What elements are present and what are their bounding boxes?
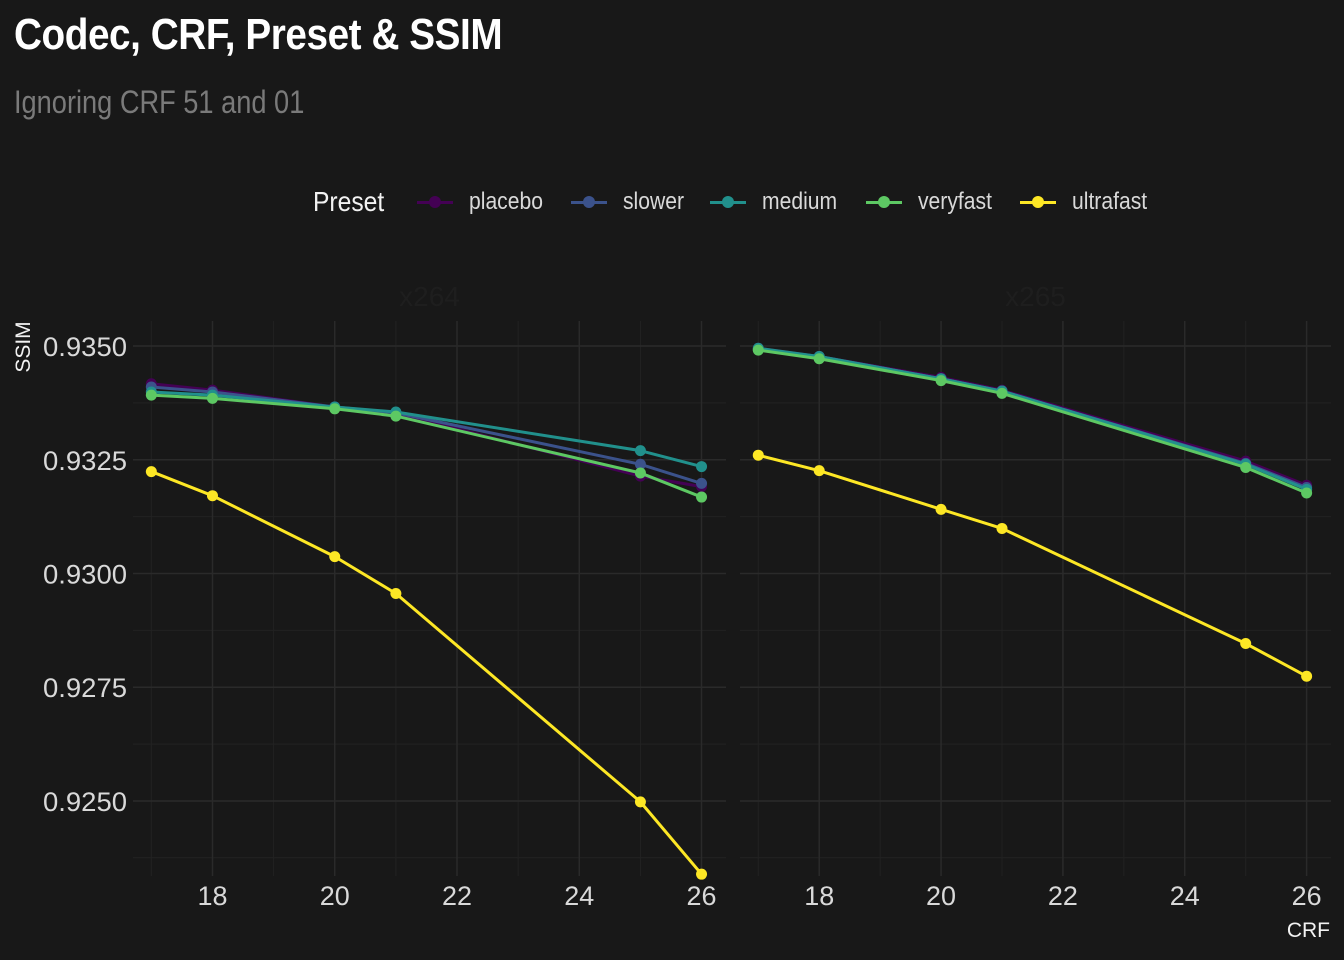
legend-item-placebo: placebo [415, 188, 553, 216]
legend-item-slower: slower [569, 188, 692, 216]
data-point [1301, 487, 1313, 499]
x-tick-label: 18 [197, 881, 227, 911]
x-tick-label: 18 [804, 881, 834, 911]
data-point [634, 796, 646, 808]
data-point [634, 467, 646, 479]
y-tick-label: 0.9300 [43, 559, 127, 589]
y-tick-label: 0.9250 [43, 787, 127, 817]
series-x265-ultrafast [752, 449, 1313, 682]
y-axis-title: SSIM [12, 321, 35, 372]
data-point [696, 461, 708, 473]
data-point [390, 410, 402, 422]
series-x265-medium [752, 342, 1313, 495]
x-tick-label: 20 [320, 881, 350, 911]
x-tick-label: 20 [926, 881, 956, 911]
legend-key-placebo [415, 192, 455, 212]
series-x264-ultrafast [145, 466, 708, 880]
facet-strip-label: x264 [399, 281, 460, 312]
legend-key-slower [569, 192, 609, 212]
series-line [758, 348, 1308, 495]
data-point [329, 551, 341, 563]
data-point [145, 466, 157, 478]
series-line [151, 393, 703, 499]
data-point [1301, 670, 1313, 682]
series-line [758, 346, 1308, 491]
data-point [935, 375, 947, 387]
series-line [758, 347, 1308, 489]
x-tick-label: 22 [1048, 881, 1078, 911]
panel-x264: 18 20 22 24 26 x264 [133, 281, 726, 911]
data-point [206, 392, 218, 404]
data-point [813, 353, 825, 365]
data-point [696, 491, 708, 503]
y-tick-label: 0.9350 [43, 332, 127, 362]
chart-subtitle: Ignoring CRF 51 and 01 [14, 84, 305, 120]
data-point [996, 387, 1008, 399]
legend: Preset placebo slower medium veryfast ul… [313, 182, 1173, 222]
legend-label: medium [762, 188, 838, 215]
legend-label: slower [623, 188, 685, 215]
data-point [634, 445, 646, 457]
data-point [996, 522, 1008, 534]
legend-label: placebo [469, 188, 543, 215]
x-tick-label: 22 [442, 881, 472, 911]
x-tick-label: 26 [687, 881, 717, 911]
data-point [145, 389, 157, 401]
x-tick-label: 24 [1170, 881, 1200, 911]
legend-label: veryfast [917, 188, 992, 215]
series-x265-slower [752, 343, 1313, 493]
data-point [634, 458, 646, 470]
legend-item-veryfast: veryfast [864, 188, 1002, 216]
legend-key-medium [708, 192, 748, 212]
y-tick-label: 0.9325 [43, 446, 127, 476]
data-point [752, 344, 764, 356]
data-point [813, 465, 825, 477]
x-tick-label: 26 [1292, 881, 1322, 911]
legend-item-medium: medium [708, 188, 847, 216]
data-layer [145, 342, 1313, 880]
legend-title: Preset [313, 186, 385, 217]
data-point [935, 503, 947, 515]
data-point [696, 477, 708, 489]
x-tick-label: 24 [564, 881, 594, 911]
legend-key-ultrafast [1018, 192, 1058, 212]
data-point [752, 449, 764, 461]
facet-strip-label: x265 [1005, 281, 1066, 312]
y-tick-label: 0.9275 [43, 673, 127, 703]
series-x265-placebo [752, 342, 1313, 491]
data-point [1240, 461, 1252, 473]
panel-x265: 18 20 22 24 26 x265 [740, 281, 1331, 911]
data-point [696, 868, 708, 880]
x-axis-title: CRF [1287, 919, 1330, 942]
series-line [758, 346, 1308, 487]
series-line [757, 453, 1308, 678]
legend-label: ultrafast [1071, 188, 1147, 215]
data-point [390, 587, 402, 599]
data-point [1240, 638, 1252, 650]
legend-key-veryfast [864, 192, 904, 212]
series-line [150, 470, 703, 876]
legend-item-ultrafast: ultrafast [1018, 188, 1157, 216]
axes-layer: 0.9250 0.9275 0.9300 0.9325 0.9350 SSIM CRF 18 2… [12, 281, 1331, 942]
series-x264-veryfast [145, 389, 708, 503]
data-point [206, 490, 218, 502]
data-point [329, 403, 341, 415]
series-x265-veryfast [752, 344, 1313, 499]
series-line [151, 390, 702, 469]
chart-title: Codec, CRF, Preset & SSIM [14, 10, 503, 59]
